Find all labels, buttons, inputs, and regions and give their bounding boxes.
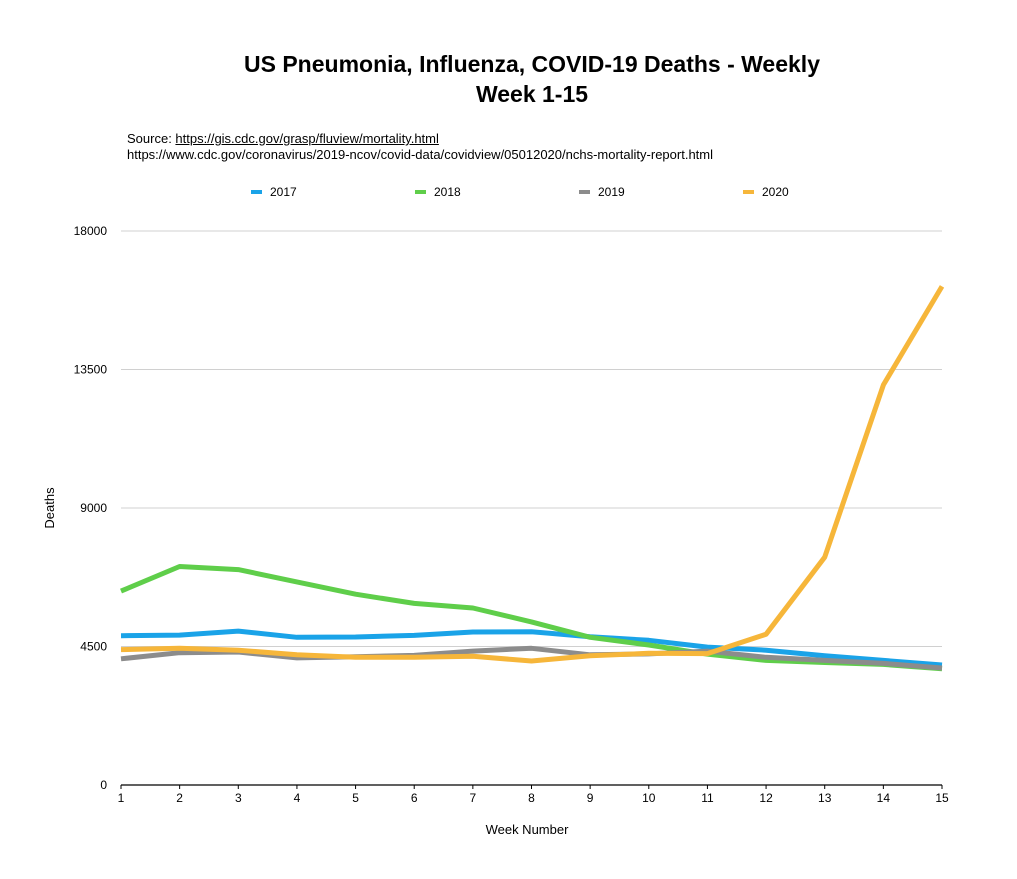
series-line-2017 bbox=[120, 628, 943, 668]
legend-label-2018: 2018 bbox=[434, 185, 461, 199]
source-prefix: Source: bbox=[127, 131, 176, 146]
x-tick-label: 7 bbox=[470, 791, 477, 805]
x-tick-label: 9 bbox=[587, 791, 594, 805]
legend-label-2019: 2019 bbox=[598, 185, 625, 199]
chart-subtitle: Week 1-15 bbox=[475, 81, 589, 107]
y-axis-label: Deaths bbox=[42, 487, 57, 529]
x-tick-label: 14 bbox=[877, 791, 891, 805]
x-tick-label: 3 bbox=[235, 791, 242, 805]
source-line-1: Source: https://gis.cdc.gov/grasp/fluvie… bbox=[127, 131, 439, 147]
x-tick-label: 1 bbox=[118, 791, 125, 805]
x-tick-label: 8 bbox=[528, 791, 535, 805]
x-tick-label: 6 bbox=[411, 791, 418, 805]
grid-lines bbox=[121, 230, 942, 647]
source-link-1[interactable]: https://gis.cdc.gov/grasp/fluview/mortal… bbox=[175, 131, 439, 146]
x-tick-label: 13 bbox=[818, 791, 832, 805]
chart-legend: 2017 2018 2019 2020 bbox=[251, 185, 789, 199]
x-tick-label: 2 bbox=[176, 791, 183, 805]
y-tick-label: 13500 bbox=[74, 363, 108, 377]
series-lines bbox=[120, 285, 945, 672]
x-axis-label: Week Number bbox=[486, 822, 570, 837]
y-tick-label: 0 bbox=[100, 778, 107, 792]
y-tick-label: 9000 bbox=[80, 501, 107, 515]
chart-axes bbox=[120, 784, 943, 789]
x-tick-label: 5 bbox=[352, 791, 359, 805]
legend-label-2020: 2020 bbox=[762, 185, 789, 199]
x-tick-label: 4 bbox=[294, 791, 301, 805]
x-tick-label: 12 bbox=[759, 791, 773, 805]
y-tick-label: 4500 bbox=[80, 640, 107, 654]
x-tick-label: 11 bbox=[701, 791, 714, 805]
chart-title: US Pneumonia, Influenza, COVID-19 Deaths… bbox=[244, 51, 820, 77]
y-tick-label: 18000 bbox=[74, 224, 108, 238]
source-line-2: https://www.cdc.gov/coronavirus/2019-nco… bbox=[127, 147, 713, 163]
x-tick-label: 10 bbox=[642, 791, 656, 805]
source-link-2[interactable]: https://www.cdc.gov/coronavirus/2019-nco… bbox=[127, 147, 713, 162]
legend-label-2017: 2017 bbox=[270, 185, 297, 199]
x-tick-label: 15 bbox=[935, 791, 949, 805]
series-line-2020 bbox=[120, 285, 945, 664]
